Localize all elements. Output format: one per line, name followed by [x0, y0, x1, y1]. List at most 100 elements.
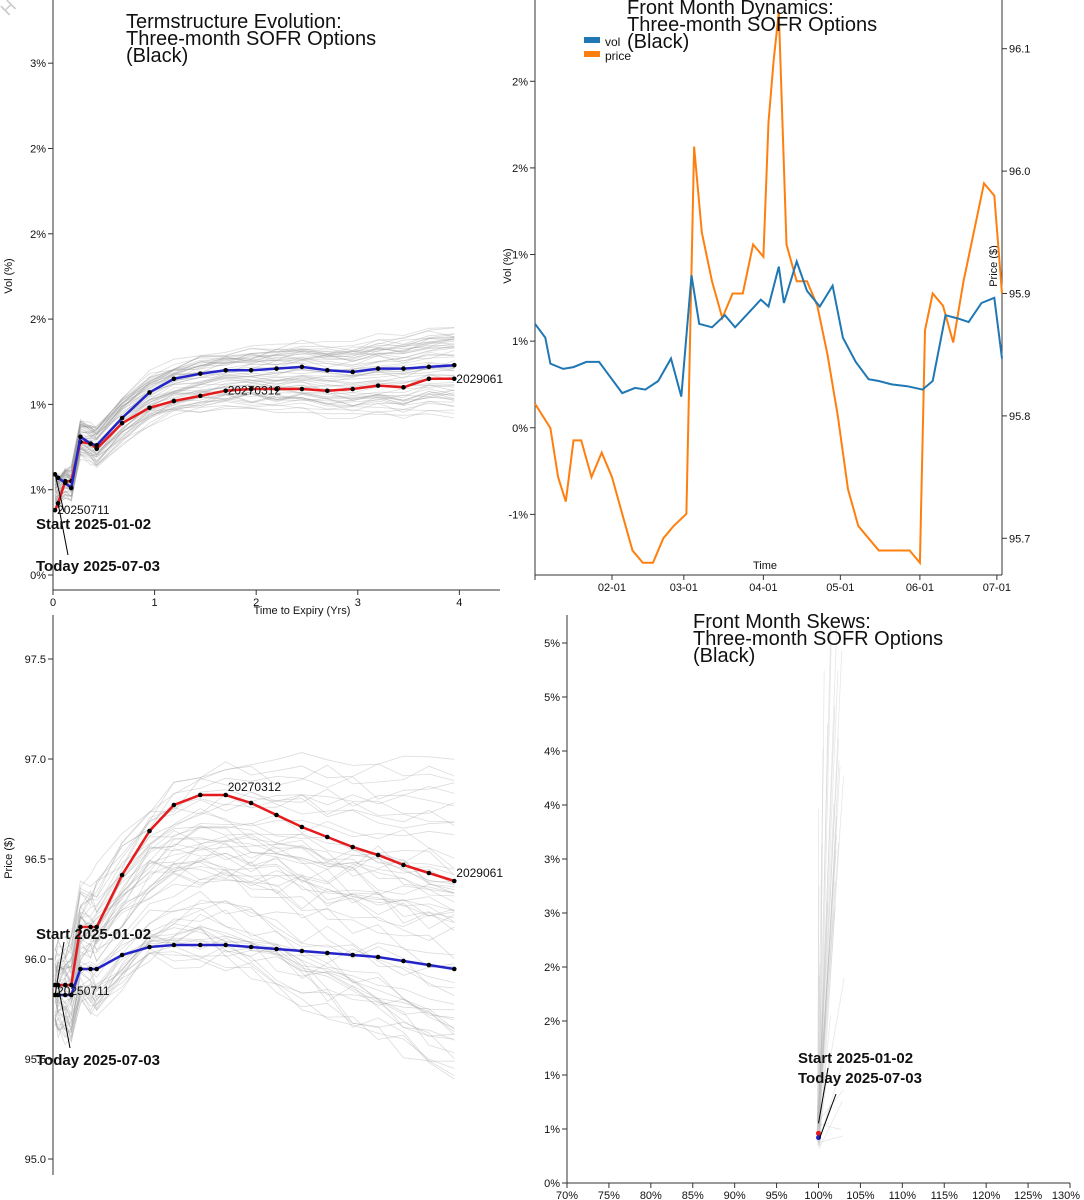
px-start-annotation: Start 2025-01-02 [36, 926, 151, 943]
px-history-line [54, 890, 455, 1011]
sk-skew-line [817, 619, 832, 1120]
ts-series-0-point [119, 420, 125, 426]
px-series-0-point [171, 802, 177, 808]
ts-series-1-point [401, 366, 406, 371]
sk-skew-line [816, 881, 836, 1119]
ts-y-tick-label: 2% [30, 314, 46, 326]
ts-history-line [54, 334, 455, 486]
px-series-0-line [55, 793, 455, 987]
sk-series-1-point [816, 1135, 821, 1141]
sk-x-tick-label: 120% [972, 1190, 1000, 1200]
watermark: H [0, 0, 20, 19]
ts-series-0-point [375, 383, 381, 388]
sk-x-tick-label: 125% [1014, 1190, 1042, 1200]
ts-x-tick-label: 3 [355, 597, 361, 609]
px-y-tick-label: 96.5 [25, 854, 46, 866]
sk-today-annotation: Today 2025-07-03 [798, 1070, 922, 1087]
sk-skew-line [818, 628, 838, 1123]
ts-history-line [54, 333, 455, 488]
px-series-0-point [88, 924, 93, 930]
px-history-line [54, 927, 455, 1030]
ts-y-tick-label: 1% [30, 485, 46, 497]
sk-series-0-point [816, 1130, 821, 1136]
sk-x-tick-label: 85% [682, 1190, 704, 1200]
ts-series-1-point [78, 434, 83, 440]
px-series-0-point [223, 792, 229, 798]
sk-skew-line [817, 748, 824, 1122]
px-series-0-point [426, 870, 432, 876]
px-history-line [54, 900, 455, 1016]
ts-expiry-label: 2029061 [456, 372, 503, 386]
sk-skew-line [817, 803, 835, 1121]
sk-y-tick-label: 2% [544, 962, 560, 974]
ts-series-1-point [94, 443, 99, 448]
sk-skew-line [818, 766, 841, 1123]
px-series-0-point [68, 982, 74, 988]
ts-series-1-point [55, 475, 61, 481]
ts-series-0-point [147, 405, 152, 411]
ts-history-line [54, 390, 455, 505]
ts-series-1-point [147, 390, 152, 395]
sk-skew-line [818, 816, 838, 1134]
ts-history-line [54, 406, 455, 507]
px-series-1-point [94, 966, 99, 972]
dyn-y-tick-label: 2% [512, 163, 528, 175]
price-termstructure-chart: 95.0 95.5 96.0 96.5 97.0 97.5 Price ($) 2025071… [3, 615, 503, 1175]
px-history-line [54, 949, 455, 1080]
ts-history-line [54, 394, 455, 498]
sk-x-tick-label: 70% [556, 1190, 578, 1200]
dyn-x-tick-label: 07-01 [983, 582, 1011, 594]
sk-today-arrow [819, 1093, 837, 1139]
sk-skew-line [818, 1013, 823, 1125]
ts-series-1-point [68, 485, 74, 491]
px-history-line [54, 872, 455, 1012]
sk-skew-line [819, 844, 823, 1146]
px-y-tick-label: 97.0 [25, 754, 46, 766]
px-history-line [54, 928, 455, 1024]
px-history-line [54, 789, 455, 973]
ts-history-line [54, 330, 455, 485]
px-expiry-label: 20270312 [228, 780, 282, 794]
sk-skew-line [817, 1122, 830, 1127]
sk-y-tick-label: 5% [544, 692, 560, 704]
px-history-line [54, 953, 455, 1062]
px-history-line [54, 791, 455, 976]
ts-series-1-point [119, 415, 125, 421]
ts-series-1-point [451, 362, 457, 368]
px-series-0-point [324, 834, 330, 840]
px-series-0-point [451, 878, 457, 884]
sk-skew-line [816, 738, 840, 1132]
ts-series-1-point [375, 366, 381, 371]
px-series-1-point [375, 954, 381, 960]
ts-y-axis-label: Vol (%) [3, 258, 15, 293]
ts-expiry-label: 20270312 [228, 384, 282, 398]
ts-history-line [54, 346, 455, 489]
sk-skew-line [817, 1138, 820, 1146]
ts-expiry-label: 20250711 [57, 503, 110, 517]
sk-y-tick-label: 3% [544, 854, 560, 866]
sk-start-arrow [818, 1067, 829, 1124]
termstructure-chart: 0% 1% 1% 2% 2% 2% 3% 0 1 2 3 4 Time to Expiry (Yrs) V… [3, 0, 503, 617]
px-y-tick-label: 95.5 [25, 1054, 46, 1066]
ts-series-0-point [248, 386, 254, 392]
dyn-vol-line [534, 258, 1003, 397]
ts-history-line [54, 393, 455, 502]
px-history-line [54, 926, 455, 1041]
sk-skew-line [819, 723, 829, 1124]
px-series-1-point [147, 944, 152, 950]
sk-skew-line [817, 1016, 831, 1146]
px-expiry-label: 20250711 [57, 984, 110, 998]
dyn-y2-tick-label: 95.7 [1009, 533, 1030, 545]
px-series-1-point [401, 958, 406, 964]
ts-series-0-point [451, 376, 457, 382]
sk-x-tick-label: 115% [931, 1190, 959, 1200]
dyn-legend-label-price: price [605, 49, 631, 63]
sk-skew-line [818, 1100, 843, 1150]
dyn-legend-label-vol: vol [605, 35, 620, 49]
px-history-line [54, 843, 455, 999]
sk-x-tick-label: 75% [598, 1190, 620, 1200]
sk-x-tick-label: 80% [640, 1190, 662, 1200]
ts-x-axis-label: Time to Expiry (Yrs) [254, 605, 351, 617]
px-history-line [54, 923, 455, 1038]
px-series-1-point [324, 950, 330, 956]
